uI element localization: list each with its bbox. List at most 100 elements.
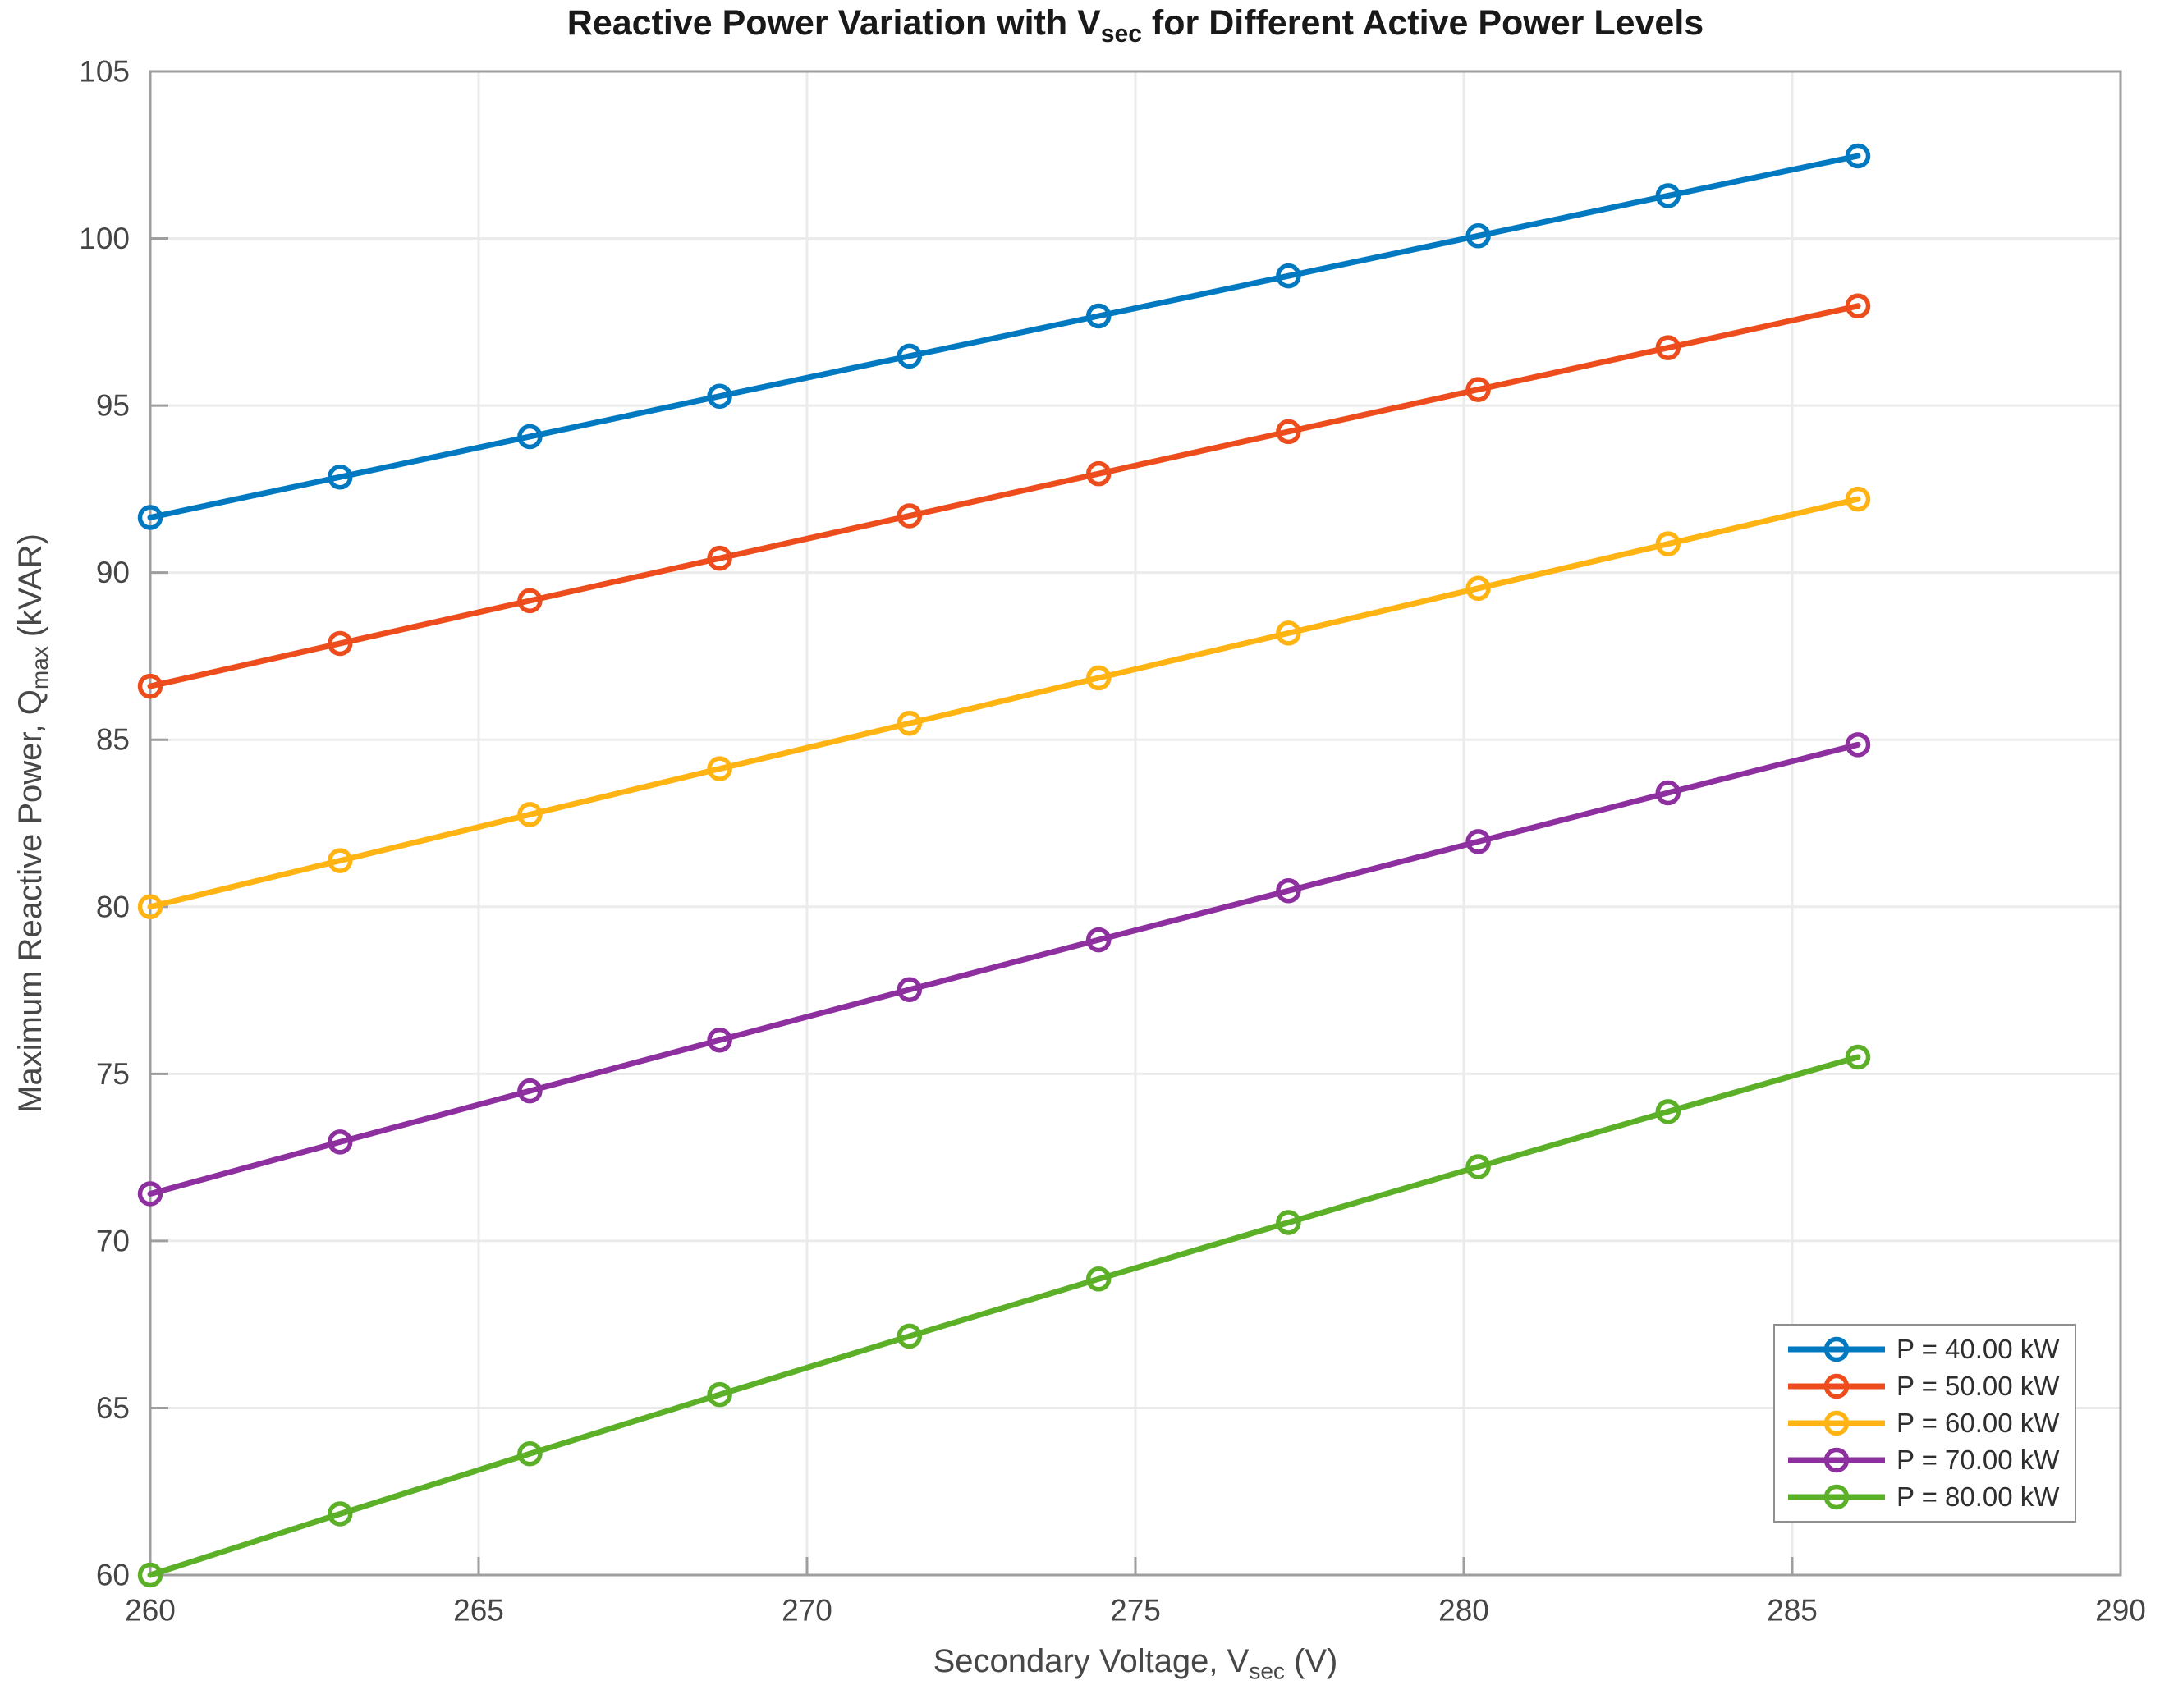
- legend-circle-marker: [1823, 1484, 1850, 1510]
- data-point-marker: [517, 802, 543, 827]
- data-point-marker: [137, 673, 163, 699]
- series-line: [147, 741, 1861, 1197]
- data-point-marker: [897, 711, 923, 736]
- tick-labels: 260 265 270 275 280 285 290 60 65 70 75 80 85 90 95 100…: [79, 55, 2146, 1628]
- data-point-marker: [1845, 293, 1871, 319]
- series-line: [147, 496, 1861, 910]
- data-point-marker: [1465, 377, 1491, 402]
- chart-title-text-2: for Different Active Power Levels: [1141, 3, 1704, 43]
- data-point-marker: [327, 630, 353, 657]
- data-point-marker: [707, 1381, 732, 1408]
- legend-marker: [1788, 1373, 1885, 1399]
- data-point-marker: [1085, 1266, 1112, 1292]
- y-tick-label: 85: [96, 723, 130, 757]
- series-p-60-00-kw: [137, 486, 1871, 920]
- data-point-marker: [1655, 335, 1681, 360]
- legend-item-label: P = 70.00 kW: [1896, 1445, 2060, 1475]
- data-point-marker: [707, 756, 732, 781]
- x-tick-label: 280: [1438, 1594, 1489, 1628]
- x-tick-label: 275: [1110, 1594, 1161, 1628]
- chart-title: Reactive Power Variation with Vsec for D…: [150, 3, 2121, 48]
- y-tick-label: 105: [79, 55, 130, 89]
- chart-title-subscript: sec: [1100, 21, 1142, 48]
- legend-item-label: P = 60.00 kW: [1896, 1408, 2060, 1438]
- series-p-70-00-kw: [137, 732, 1871, 1207]
- data-point-marker: [327, 1129, 353, 1155]
- data-point-marker: [707, 383, 732, 409]
- legend-marker: [1788, 1484, 1885, 1510]
- series-line: [147, 153, 1861, 520]
- data-point-marker: [1276, 419, 1301, 445]
- legend-item: P = 60.00 kW: [1785, 1407, 2075, 1440]
- legend-marker: [1788, 1447, 1885, 1473]
- data-point-marker: [1276, 1210, 1301, 1235]
- x-axis-label-subscript: sec: [1249, 1658, 1285, 1684]
- data-point-marker: [1465, 829, 1491, 854]
- x-tick-label: 270: [782, 1594, 832, 1628]
- data-point-marker: [1655, 1099, 1681, 1124]
- data-point-marker: [1085, 460, 1112, 487]
- data-point-marker: [1085, 303, 1112, 329]
- legend-circle-marker: [1823, 1336, 1850, 1362]
- data-point-marker: [327, 464, 353, 490]
- legend-item-label: P = 80.00 kW: [1896, 1481, 2060, 1512]
- data-point-marker: [517, 1078, 543, 1104]
- data-point-marker: [1276, 620, 1301, 646]
- data-point-marker: [137, 1562, 163, 1588]
- chart-title-text: Reactive Power Variation with V: [566, 3, 1101, 43]
- data-point-marker: [327, 848, 353, 873]
- legend-item-label: P = 50.00 kW: [1896, 1371, 2060, 1401]
- data-point-marker: [1845, 1044, 1871, 1070]
- data-point-marker: [517, 1440, 543, 1467]
- data-point-marker: [1845, 486, 1871, 512]
- data-point-marker: [897, 977, 923, 1002]
- data-point-marker: [137, 1181, 163, 1207]
- legend-item-label: P = 40.00 kW: [1896, 1334, 2060, 1364]
- data-point-marker: [1085, 665, 1112, 691]
- series-p-40-00-kw: [137, 143, 1871, 530]
- data-point-marker: [327, 1501, 353, 1527]
- x-axis-label-text-2: (V): [1284, 1643, 1338, 1679]
- y-tick-label: 75: [96, 1057, 130, 1091]
- data-point-marker: [1655, 183, 1681, 208]
- data-point-marker: [1655, 531, 1681, 556]
- data-point-marker: [1845, 143, 1871, 169]
- legend-circle-marker: [1823, 1410, 1850, 1436]
- legend-item: P = 70.00 kW: [1785, 1444, 2075, 1477]
- data-point-marker: [1845, 732, 1871, 758]
- x-tick-label: 290: [2095, 1594, 2146, 1628]
- series-line: [147, 1054, 1861, 1578]
- data-point-marker: [517, 424, 543, 450]
- legend-circle-marker: [1823, 1373, 1850, 1399]
- series-line: [147, 303, 1861, 689]
- x-axis-label-text: Secondary Voltage, V: [933, 1643, 1250, 1679]
- legend-item: P = 50.00 kW: [1785, 1370, 2075, 1403]
- x-tick-label: 265: [453, 1594, 504, 1628]
- data-point-marker: [707, 545, 732, 571]
- x-axis-label: Secondary Voltage, Vsec (V): [150, 1643, 2121, 1684]
- data-point-marker: [1085, 927, 1112, 953]
- data-point-marker: [1465, 223, 1491, 249]
- data-point-marker: [137, 894, 163, 920]
- y-tick-label: 60: [96, 1559, 130, 1592]
- data-point-marker: [897, 343, 923, 369]
- data-point-marker: [1465, 575, 1491, 602]
- y-tick-label: 90: [96, 556, 130, 589]
- y-tick-label: 80: [96, 890, 130, 923]
- x-tick-label: 260: [125, 1594, 176, 1628]
- y-tick-label: 70: [96, 1224, 130, 1257]
- series-p-50-00-kw: [137, 293, 1871, 699]
- data-point-marker: [137, 505, 163, 530]
- data-point-marker: [517, 588, 543, 614]
- legend-marker: [1788, 1410, 1885, 1436]
- x-tick-label: 285: [1767, 1594, 1818, 1628]
- gridlines: [149, 70, 2122, 1577]
- data-point-marker: [1276, 263, 1301, 289]
- data-point-marker: [897, 503, 923, 529]
- y-tick-label: 65: [96, 1391, 130, 1425]
- data-point-marker: [707, 1027, 732, 1053]
- data-point-marker: [1276, 877, 1301, 904]
- legend: P = 40.00 kW P = 50.00 kW P = 60.00 kW P = …: [1773, 1324, 2076, 1523]
